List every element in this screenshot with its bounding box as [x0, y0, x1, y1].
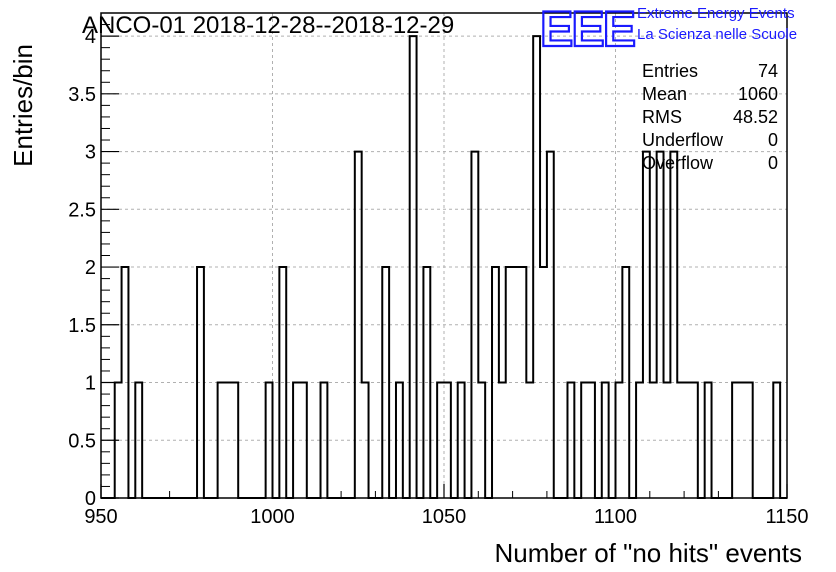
y-tick-label: 0.5 [68, 430, 96, 452]
logo-tagline-2: La Scienza nelle Scuole [637, 26, 797, 43]
logo: EEE Extreme Energy Events La Scienza nel… [539, 0, 797, 58]
y-tick-label: 3 [85, 142, 96, 164]
stats-box: Entries 74 Mean 1060 RMS 48.52 Underflow 0 Overf… [642, 61, 778, 173]
logo-mark: EEE [540, 1, 635, 57]
stat-value: 1060 [738, 84, 778, 104]
stat-label: Mean [642, 84, 687, 104]
stat-value: 0 [768, 130, 778, 150]
y-tick-label: 2 [85, 257, 96, 279]
stat-label: Entries [642, 61, 698, 81]
x-tick-label: 950 [84, 506, 117, 528]
stat-value: 74 [758, 61, 778, 81]
stat-value: 0 [768, 153, 778, 173]
stat-label: Underflow [642, 130, 724, 150]
stat-label: Overflow [642, 153, 714, 173]
logo-tagline-1: Extreme Energy Events [637, 5, 795, 22]
x-tick-label: 1150 [765, 506, 808, 528]
x-axis-label: Number of "no hits" events [495, 538, 803, 568]
chart-title: ANCO-01 2018-12-28--2018-12-29 [82, 12, 454, 39]
y-tick-label: 1 [85, 373, 96, 395]
stat-value: 48.52 [733, 107, 778, 127]
y-tick-label: 0 [85, 488, 96, 510]
y-tick-label: 2.5 [68, 199, 96, 221]
x-tick-label: 1100 [594, 506, 637, 528]
y-tick-label: 4 [85, 26, 96, 48]
axis-ticks: 950 1000 1050 1100 1150 0 0.5 1 1.5 2 2.5 3 3.5 4 [68, 24, 809, 528]
y-tick-label: 1.5 [68, 315, 96, 337]
y-tick-label: 3.5 [68, 84, 96, 106]
y-axis-label: Entries/bin [8, 44, 38, 167]
x-tick-label: 1000 [250, 506, 295, 528]
stat-label: RMS [642, 107, 682, 127]
x-tick-label: 1050 [422, 506, 467, 528]
